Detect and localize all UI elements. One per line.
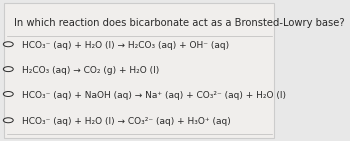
Text: HCO₃⁻ (aq) + H₂O (l) → H₂CO₃ (aq) + OH⁻ (aq): HCO₃⁻ (aq) + H₂O (l) → H₂CO₃ (aq) + OH⁻ … bbox=[22, 41, 229, 50]
Text: HCO₃⁻ (aq) + NaOH (aq) → Na⁺ (aq) + CO₃²⁻ (aq) + H₂O (l): HCO₃⁻ (aq) + NaOH (aq) → Na⁺ (aq) + CO₃²… bbox=[22, 91, 286, 100]
Text: H₂CO₃ (aq) → CO₂ (g) + H₂O (l): H₂CO₃ (aq) → CO₂ (g) + H₂O (l) bbox=[22, 66, 159, 75]
FancyBboxPatch shape bbox=[4, 3, 274, 138]
Text: In which reaction does bicarbonate act as a Bronsted-Lowry base?: In which reaction does bicarbonate act a… bbox=[14, 18, 344, 28]
Text: HCO₃⁻ (aq) + H₂O (l) → CO₃²⁻ (aq) + H₃O⁺ (aq): HCO₃⁻ (aq) + H₂O (l) → CO₃²⁻ (aq) + H₃O⁺… bbox=[22, 117, 231, 126]
